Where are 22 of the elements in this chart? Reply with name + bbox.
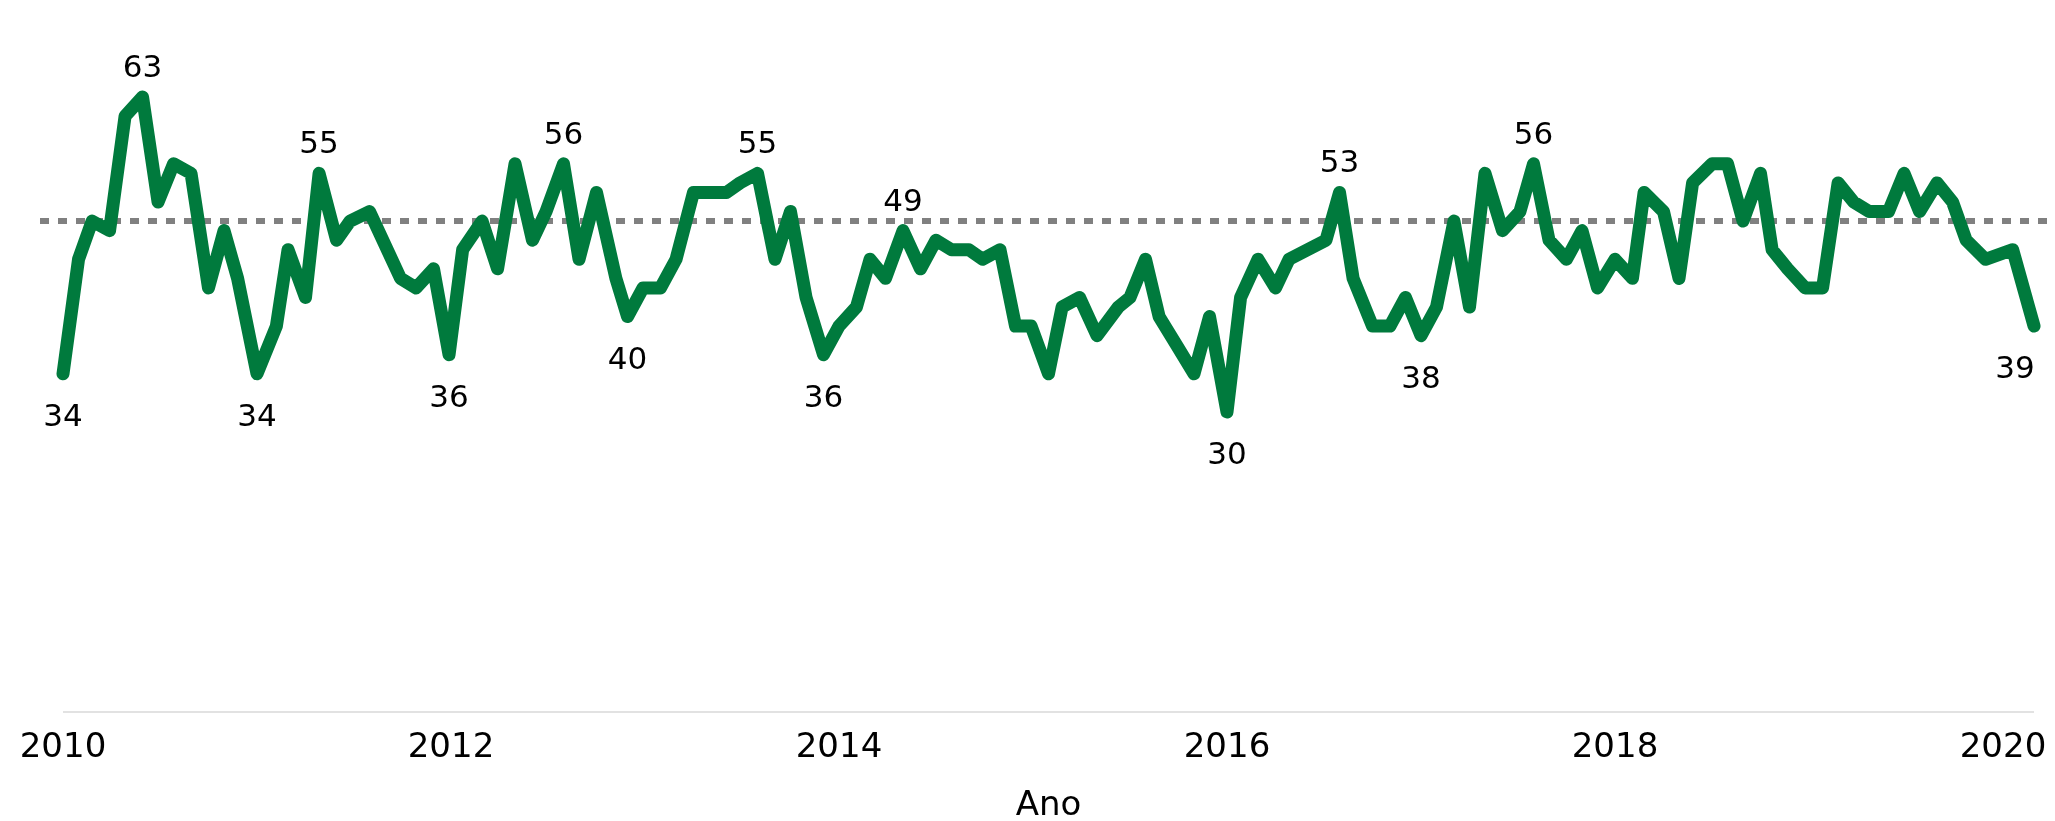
data-label: 55 [299,124,339,161]
data-label: 34 [43,396,83,433]
x-tick-label: 2018 [1571,725,1659,765]
data-label: 36 [803,377,844,414]
data-label: 55 [737,124,778,161]
x-tick-label: 2020 [1959,725,2047,765]
x-tick-label: 2012 [407,725,495,765]
data-label: 36 [429,377,469,414]
data-label: 53 [1319,143,1360,180]
data-label: 63 [122,48,163,84]
x-tick-label: 2014 [795,725,883,765]
x-tick-label: 2010 [19,725,107,765]
x-tick-label: 2016 [1183,725,1271,765]
data-label: 30 [1207,435,1247,471]
data-label: 56 [543,114,584,151]
data-label: 34 [237,396,277,433]
data-label: 40 [607,339,648,376]
data-label: 56 [1513,114,1554,151]
data-label: 38 [1401,358,1441,395]
data-label: 39 [1995,349,2035,386]
x-axis-title: Ano [1015,783,1082,821]
data-label: 49 [883,181,923,218]
